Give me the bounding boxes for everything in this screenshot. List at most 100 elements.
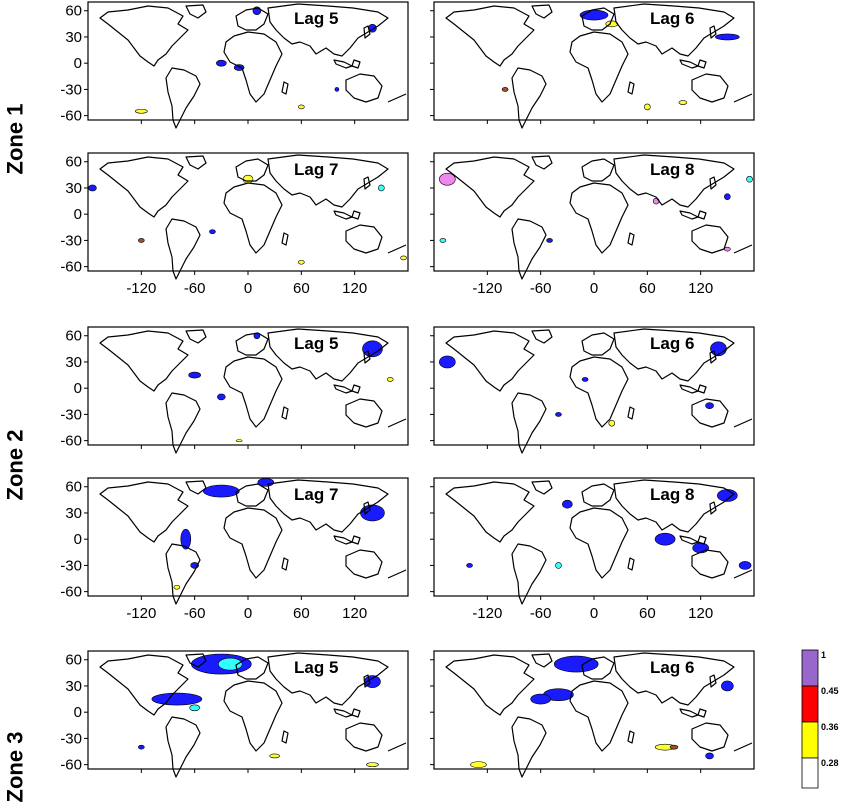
anomaly-blob: [151, 692, 203, 706]
anomaly-blob: [746, 175, 753, 183]
anomaly-blob: [334, 87, 340, 92]
y-tick-label: 30: [65, 354, 82, 371]
y-tick-label: 30: [65, 678, 82, 695]
anomaly-blob: [553, 655, 599, 673]
panel-2: Lag 7 60 30 0 -30 -60 -120 -60 0 60 120: [60, 152, 409, 297]
lag-label: Lag 7: [294, 485, 338, 504]
y-tick-label: 30: [65, 505, 82, 522]
zone-label-3: Zone 3: [2, 731, 28, 803]
anomaly-blob: [173, 584, 181, 590]
y-tick-label: 0: [74, 531, 82, 548]
x-tick-label: 0: [244, 280, 252, 297]
anomaly-blob: [138, 238, 145, 243]
x-tick-label: 120: [342, 605, 367, 622]
y-tick-label: 60: [65, 3, 82, 20]
y-tick-label: -30: [60, 730, 82, 747]
anomaly-blob: [724, 246, 731, 252]
x-tick-label: 60: [293, 280, 310, 297]
x-tick-label: 60: [639, 605, 656, 622]
panel-frame: [433, 326, 755, 446]
anomaly-blob: [501, 87, 509, 92]
panel-5: Lag 6: [430, 326, 755, 454]
anomaly-blob: [235, 439, 243, 442]
panel-frame: [87, 477, 409, 597]
anomaly-blob: [470, 761, 487, 768]
panel-4: Lag 5 60 30 0 -30 -60: [60, 326, 409, 454]
x-tick-label: 60: [293, 605, 310, 622]
y-tick-label: 0: [74, 206, 82, 223]
lag-label: Lag 7: [294, 160, 338, 179]
anomaly-blob: [555, 412, 562, 417]
anomaly-blob: [466, 563, 473, 568]
colorbar-label: 0.36: [821, 722, 839, 732]
x-tick-label: -120: [126, 605, 156, 622]
y-tick-label: -60: [60, 108, 82, 125]
anomaly-blob: [654, 532, 676, 546]
y-tick-label: -30: [60, 406, 82, 423]
x-tick-label: -60: [184, 605, 206, 622]
anomaly-blob: [692, 542, 709, 554]
colorbar-label: 1: [821, 650, 826, 660]
anomaly-blob: [721, 680, 734, 692]
anomaly-blob: [233, 64, 245, 71]
panel-frame: [87, 152, 409, 272]
y-tick-label: 0: [74, 55, 82, 72]
anomaly-blob: [715, 33, 740, 41]
lag-label: Lag 5: [294, 9, 338, 28]
y-tick-label: 60: [65, 328, 82, 345]
anomaly-blob: [644, 103, 651, 111]
y-tick-label: 60: [65, 652, 82, 669]
colorbar-segment: [801, 757, 819, 789]
anomaly-blob: [608, 419, 616, 427]
anomaly-blob: [135, 108, 148, 114]
x-tick-label: 120: [688, 280, 713, 297]
colorbar-segment: [801, 685, 819, 723]
anomaly-blob: [439, 238, 447, 243]
anomaly-blob: [180, 528, 192, 550]
y-tick-label: -30: [60, 232, 82, 249]
y-tick-label: 60: [65, 479, 82, 496]
x-tick-label: 0: [244, 605, 252, 622]
x-tick-label: 120: [342, 280, 367, 297]
x-tick-label: -60: [530, 605, 552, 622]
lag-label: Lag 8: [650, 485, 694, 504]
y-tick-label: -30: [60, 81, 82, 98]
panel-7: Lag 8 -120 -60 0 60 120: [430, 477, 755, 622]
anomaly-blob: [555, 562, 562, 569]
anomaly-blob: [366, 762, 379, 767]
anomaly-blob: [298, 259, 305, 265]
anomaly-blob: [581, 377, 589, 382]
anomaly-blob: [362, 340, 383, 358]
zone-label-2: Zone 2: [2, 429, 28, 501]
colorbar: 1 0.45 0.36 0.28: [801, 649, 839, 789]
anomaly-blob: [257, 478, 275, 487]
anomaly-blob: [188, 371, 201, 379]
anomaly-blob: [705, 752, 714, 760]
y-tick-label: -60: [60, 757, 82, 774]
panel-9: Lag 6: [430, 650, 755, 778]
anomaly-blob: [269, 753, 280, 759]
lag-label: Lag 5: [294, 658, 338, 677]
anomaly-blob: [189, 704, 200, 712]
anomaly-blob: [678, 100, 688, 105]
anomaly-blob: [216, 59, 227, 67]
y-tick-label: 0: [74, 380, 82, 397]
lag-label: Lag 5: [294, 334, 338, 353]
colorbar-label: 0.28: [821, 758, 839, 768]
panel-frame: [433, 650, 755, 770]
colorbar-label: 0.45: [821, 686, 839, 696]
x-tick-label: 0: [590, 605, 598, 622]
anomaly-blob: [724, 193, 731, 201]
anomaly-blob: [138, 744, 145, 750]
panel-6: Lag 7 60 30 0 -30 -60 -120 -60 0 60 120: [60, 477, 409, 622]
y-tick-label: -30: [60, 557, 82, 574]
panel-frame: [433, 477, 755, 597]
anomaly-blob: [400, 255, 407, 261]
colorbar-segment: [801, 649, 819, 687]
anomaly-blob: [378, 184, 385, 192]
zone-label-1: Zone 1: [2, 103, 28, 175]
anomaly-blob: [209, 229, 216, 234]
anomaly-blob: [88, 184, 97, 192]
panel-1: Lag 6: [430, 1, 755, 129]
